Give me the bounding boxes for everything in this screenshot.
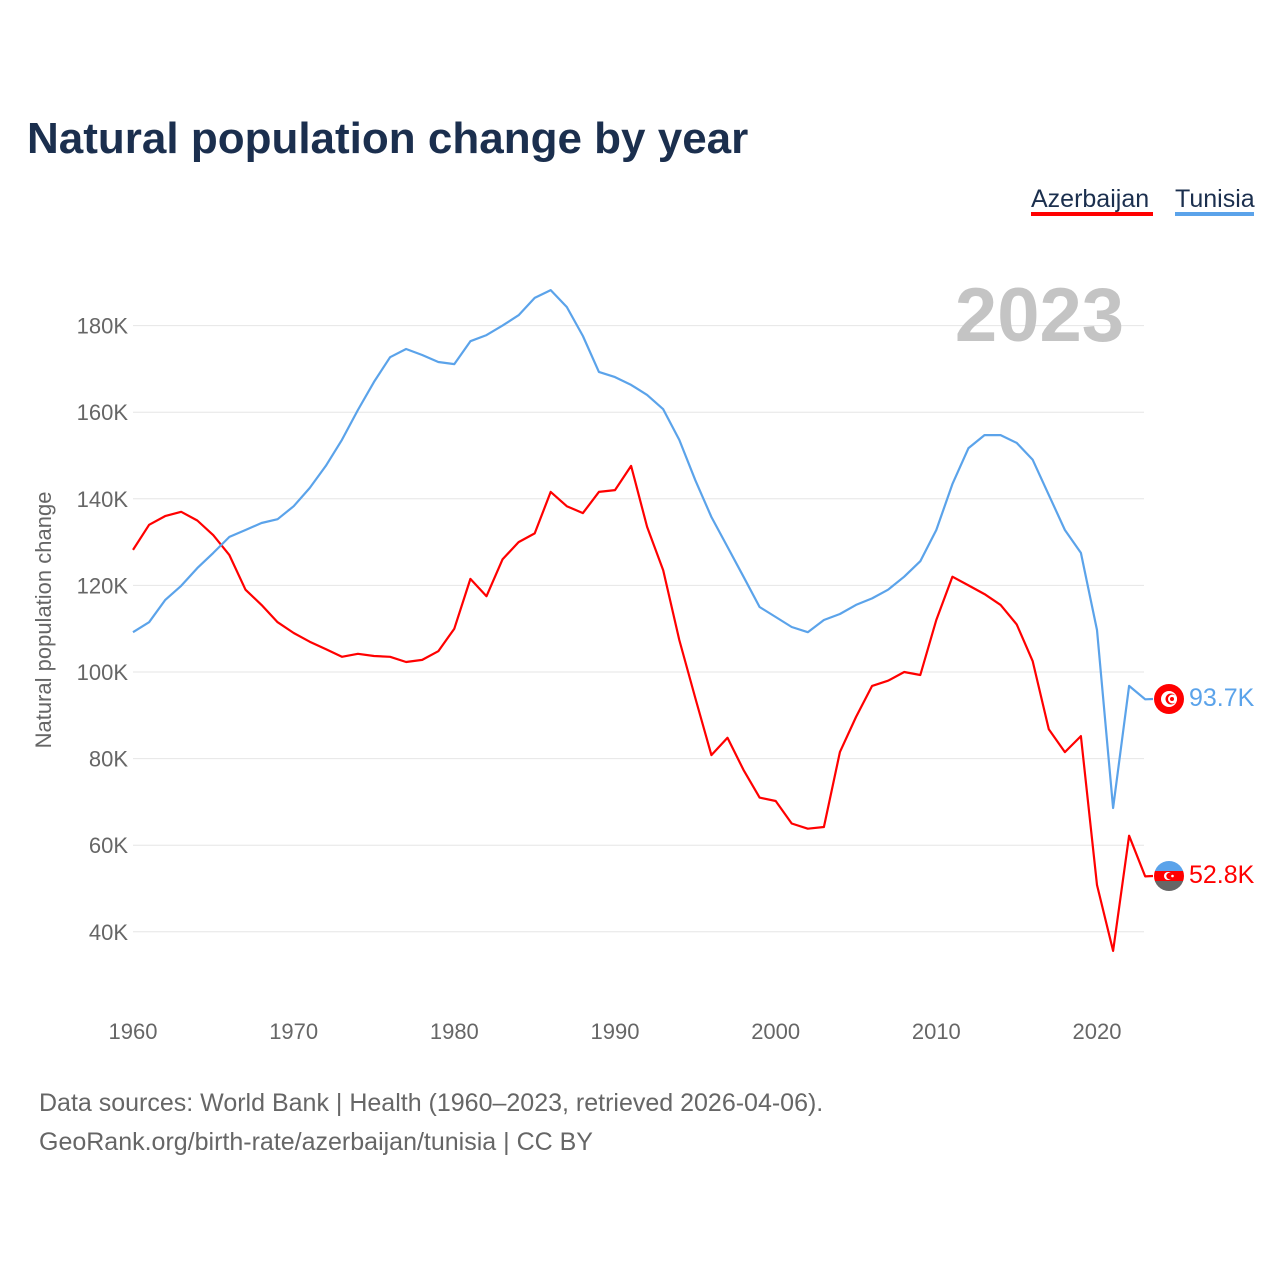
legend-label-tunisia[interactable]: Tunisia xyxy=(1175,185,1255,213)
x-axis: 1960 1970 1980 1990 2000 2010 2020 xyxy=(109,1019,1122,1044)
x-tick-label: 1980 xyxy=(430,1019,479,1044)
x-tick-label: 1990 xyxy=(591,1019,640,1044)
legend-label-azerbaijan[interactable]: Azerbaijan xyxy=(1031,185,1149,213)
legend-item-tunisia[interactable]: Tunisia xyxy=(1175,185,1255,216)
y-tick-label: 100K xyxy=(77,660,129,685)
series-line-azerbaijan xyxy=(132,464,1154,952)
end-label-azerbaijan: 52.8K xyxy=(1189,861,1255,889)
y-axis: 40K 60K 80K 100K 120K 140K 160K 180K xyxy=(77,314,129,945)
y-tick-label: 40K xyxy=(89,920,128,945)
chart-title: Natural population change by year xyxy=(27,114,748,163)
footer-source: Data sources: World Bank | Health (1960–… xyxy=(39,1089,823,1117)
tunisia-flag-icon xyxy=(1154,684,1184,714)
y-tick-label: 80K xyxy=(89,747,128,772)
x-tick-label: 1960 xyxy=(109,1019,158,1044)
y-tick-label: 60K xyxy=(89,833,128,858)
end-marker-azerbaijan: 52.8K xyxy=(1154,861,1255,891)
y-tick-label: 120K xyxy=(77,573,129,598)
x-tick-label: 2000 xyxy=(751,1019,800,1044)
grid xyxy=(133,325,1144,933)
x-tick-label: 2010 xyxy=(912,1019,961,1044)
y-tick-label: 180K xyxy=(77,314,129,339)
azerbaijan-flag-icon xyxy=(1154,861,1184,891)
legend-item-azerbaijan[interactable]: Azerbaijan xyxy=(1031,185,1153,216)
legend: Azerbaijan Tunisia xyxy=(1031,185,1255,216)
footer-attribution[interactable]: GeoRank.org/birth-rate/azerbaijan/tunisi… xyxy=(39,1128,593,1156)
y-tick-label: 160K xyxy=(77,400,129,425)
x-tick-label: 1970 xyxy=(269,1019,318,1044)
end-label-tunisia: 93.7K xyxy=(1189,684,1255,712)
series-line-tunisia xyxy=(132,289,1154,810)
end-marker-tunisia: 93.7K xyxy=(1154,684,1255,714)
legend-swatch-azerbaijan xyxy=(1031,212,1153,216)
x-tick-label: 2020 xyxy=(1073,1019,1122,1044)
year-label: 2023 xyxy=(955,273,1124,358)
y-tick-label: 140K xyxy=(77,487,129,512)
y-axis-label: Natural population change xyxy=(31,492,56,749)
series-lines xyxy=(132,289,1154,952)
legend-swatch-tunisia xyxy=(1175,212,1254,216)
